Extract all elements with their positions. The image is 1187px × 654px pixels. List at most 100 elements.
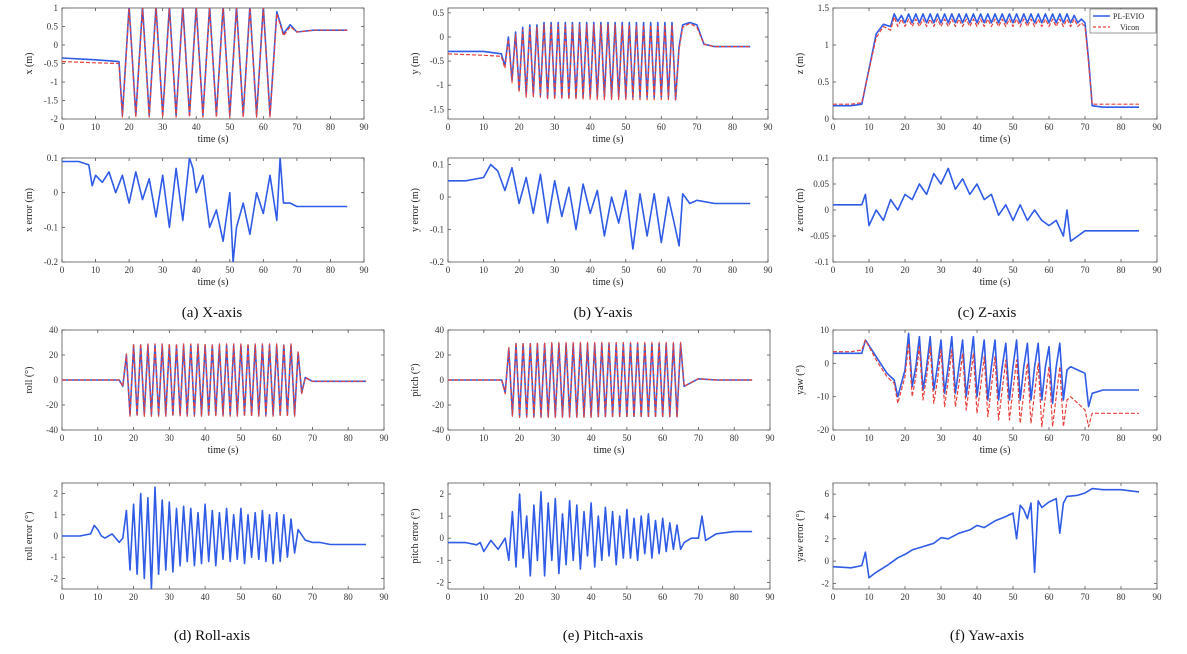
yaw-series-vicon <box>833 339 1139 428</box>
pitch-ylabel: pitch (°) <box>410 363 421 396</box>
z_pos-xtick-label: 0 <box>831 122 836 132</box>
pitch-ytick-label: -20 <box>432 400 444 410</box>
y_err-plot: 0 10 20 30 40 50 60 70 80 90 -0.2 -0.1 0 0.1 time (s) y… <box>410 157 773 288</box>
pitch-xlabel: time (s) <box>594 445 625 456</box>
roll_err-frame <box>61 482 385 590</box>
pitch_err-ytick-label: 2 <box>440 489 445 499</box>
z_err-ytick-label: 0.1 <box>818 153 829 163</box>
pitch-series-vicon <box>448 341 753 419</box>
z_pos-ytick-label: 0 <box>825 114 830 124</box>
caption-z-axis: (c) Z-axis <box>957 305 1017 321</box>
caption-pitch-axis: (e) Pitch-axis <box>562 628 644 644</box>
z_err-frame <box>832 157 1158 263</box>
x_pos-series-vicon <box>62 8 348 118</box>
x_pos-xtick-label: 80 <box>326 122 336 132</box>
roll-xtick-label: 60 <box>272 433 282 443</box>
z_pos-plot: 0 10 20 30 40 50 60 70 80 90 0 0.5 1 1.5 time (s) z (m)… <box>795 3 1162 145</box>
y_err-xtick-label: 20 <box>515 265 525 275</box>
z_err-xtick-label: 90 <box>1153 265 1163 275</box>
x_err-xtick-label: 30 <box>158 265 168 275</box>
x_err-xtick-label: 50 <box>225 265 235 275</box>
y_err-xtick-label: 50 <box>621 265 631 275</box>
pitch_err-xtick-label: 50 <box>622 592 632 600</box>
z_err-ytick-label: -0.05 <box>810 231 829 241</box>
pitch_err-xtick-label: 0 <box>446 592 451 600</box>
roll-xlabel: time (s) <box>208 445 239 456</box>
yaw_err-ytick-label: -2 <box>822 578 830 588</box>
pitch-xtick-label: 30 <box>551 433 561 443</box>
roll-ytick-label: -40 <box>46 425 58 435</box>
x_pos-ytick-label: -2 <box>51 114 59 124</box>
yaw_err-xtick-label: 60 <box>1045 592 1055 600</box>
yaw-xtick-label: 60 <box>1045 433 1055 443</box>
roll-ytick-label: 20 <box>49 350 59 360</box>
z_pos-xtick-label: 70 <box>1081 122 1091 132</box>
pitch_err-ytick-label: -2 <box>437 577 445 587</box>
y_pos-ytick-label: -1.5 <box>430 104 445 114</box>
pitch_err-xtick-label: 40 <box>587 592 597 600</box>
caption-roll-axis: (d) Roll-axis <box>173 628 251 644</box>
pitch_err-xtick-label: 90 <box>766 592 776 600</box>
roll-ytick-label: -20 <box>46 400 58 410</box>
yaw-xtick-label: 10 <box>865 433 875 443</box>
pitch-xtick-label: 60 <box>658 433 668 443</box>
roll_err-ytick-label: -2 <box>51 573 59 583</box>
y_err-xtick-label: 10 <box>479 265 489 275</box>
y_pos-series-vicon <box>448 22 751 101</box>
x_err-xtick-label: 0 <box>60 265 65 275</box>
z_err-series-error <box>833 167 1139 242</box>
y_err-xtick-label: 30 <box>550 265 560 275</box>
roll_err-xtick-label: 0 <box>60 592 65 600</box>
y_err-ytick-label: -0.2 <box>430 257 444 267</box>
legend-label-pl-evio: PL-EVIO <box>1113 12 1144 21</box>
roll-xtick-label: 80 <box>344 433 354 443</box>
roll-ylabel: roll (°) <box>24 366 35 393</box>
y_err-ytick-label: 0.1 <box>433 160 444 170</box>
y_err-xtick-label: 40 <box>586 265 596 275</box>
roll-xtick-label: 10 <box>93 433 103 443</box>
z_err-xtick-label: 50 <box>1009 265 1019 275</box>
y_pos-ytick-label: -1 <box>437 80 445 90</box>
roll_err-ytick-label: 2 <box>54 489 59 499</box>
x_pos-xlabel: time (s) <box>198 134 229 145</box>
roll-plot: 0 10 20 30 40 50 60 70 80 90 -40 -20 0 20 40 time (s) ro… <box>24 325 389 456</box>
x_pos-xtick-label: 0 <box>60 122 65 132</box>
pitch_err-xtick-label: 70 <box>694 592 704 600</box>
roll-xtick-label: 50 <box>236 433 246 443</box>
yaw-xtick-label: 30 <box>937 433 947 443</box>
pitch_err-xtick-label: 80 <box>730 592 740 600</box>
x_pos-plot: 0 10 20 30 40 50 60 70 80 90 -2 -1.5 -1 -0.5 0 0.5 1 time… <box>24 3 369 145</box>
x_err-xtick-label: 10 <box>91 265 101 275</box>
z_err-ytick-label: 0 <box>825 205 830 215</box>
plot-canvas: 0 10 20 30 40 50 60 70 80 90-2-1.5-1-0.500.51time… <box>24 3 1163 600</box>
pitch-ytick-label: -40 <box>432 425 444 435</box>
roll_err-xtick-label: 20 <box>129 592 139 600</box>
y_err-xtick-label: 80 <box>728 265 738 275</box>
yaw_err-ytick-label: 4 <box>825 511 830 521</box>
roll_err-xtick-label: 50 <box>236 592 246 600</box>
yaw-ytick-label: -10 <box>817 392 829 402</box>
yaw_err-frame <box>832 482 1158 590</box>
x_err-xtick-label: 40 <box>192 265 202 275</box>
roll_err-xtick-label: 30 <box>165 592 175 600</box>
z_pos-xlabel: time (s) <box>980 134 1011 145</box>
yaw-xlabel: time (s) <box>980 445 1011 456</box>
y_err-xtick-label: 70 <box>692 265 702 275</box>
x_err-xtick-label: 90 <box>360 265 370 275</box>
z_err-ytick-label: -0.1 <box>815 257 829 267</box>
roll-xtick-label: 70 <box>308 433 318 443</box>
yaw_err-xtick-label: 70 <box>1081 592 1091 600</box>
pitch_err-series-error <box>448 490 753 577</box>
z_pos-ytick-label: 1 <box>825 40 830 50</box>
z_pos-xtick-label: 30 <box>937 122 947 132</box>
roll_err-xtick-label: 40 <box>201 592 211 600</box>
x_err-xtick-label: 70 <box>292 265 302 275</box>
x_pos-ytick-label: 0 <box>54 40 59 50</box>
pitch-xtick-label: 10 <box>479 433 489 443</box>
x_err-xtick-label: 20 <box>125 265 135 275</box>
yaw_err-xtick-label: 50 <box>1009 592 1019 600</box>
yaw_err-series-error <box>833 487 1140 579</box>
x_err-xtick-label: 60 <box>259 265 269 275</box>
roll_err-xtick-label: 90 <box>380 592 390 600</box>
